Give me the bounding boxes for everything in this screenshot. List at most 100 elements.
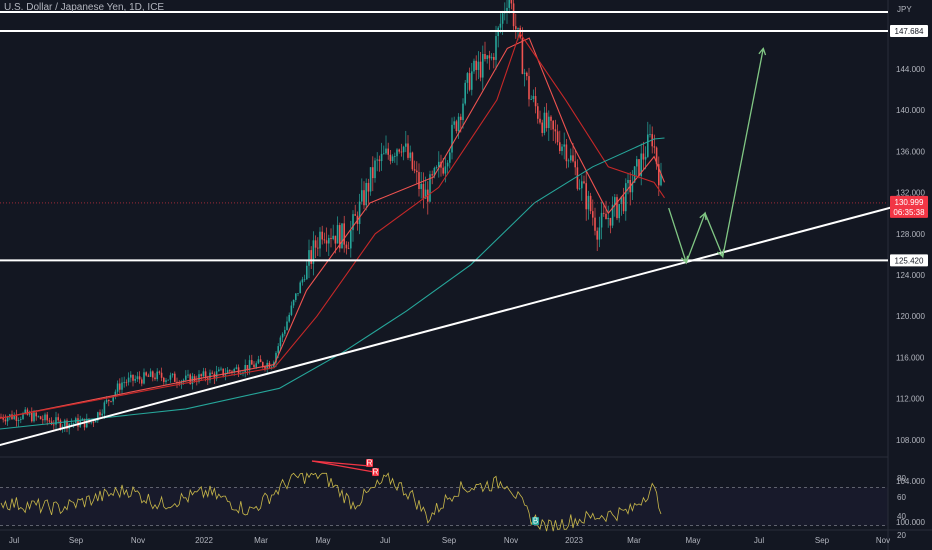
bull-badge[interactable] <box>532 517 539 525</box>
rsi-tick-label: 80 <box>897 474 906 483</box>
candle-body <box>422 183 425 199</box>
candle-body <box>581 181 583 189</box>
candle-body <box>449 152 451 163</box>
candle-body <box>72 423 75 425</box>
candle-body <box>264 366 266 369</box>
candle-body <box>319 231 321 249</box>
candle-body <box>198 374 200 382</box>
candle-body <box>314 240 317 248</box>
candle-body <box>605 213 607 220</box>
candle-body <box>616 197 618 219</box>
candle-body <box>229 370 231 372</box>
candle-body <box>515 26 517 30</box>
support-tag <box>890 254 928 267</box>
candle-body <box>26 409 29 415</box>
candle-body <box>400 151 403 153</box>
rsi-tick-label: 40 <box>897 512 906 521</box>
candle-body <box>86 418 88 428</box>
price-tick-label: 108.000 <box>896 436 925 445</box>
candle-body <box>312 240 315 264</box>
last-price-text: 130.999 <box>895 198 924 207</box>
candle-body <box>561 146 563 151</box>
candle-body <box>372 167 374 179</box>
candle-body <box>512 3 515 27</box>
time-label: Sep <box>815 536 830 545</box>
candle-body <box>35 412 37 417</box>
price-tick-label: 124.000 <box>896 271 925 280</box>
candle-body <box>378 159 381 162</box>
candle-body <box>270 366 273 368</box>
candle-body <box>17 419 20 421</box>
candle-body <box>528 76 530 100</box>
candle-body <box>303 279 306 281</box>
resistance-tag-text: 147.684 <box>895 27 924 36</box>
candle-body <box>251 360 253 365</box>
candle-body <box>416 170 418 173</box>
candle-body <box>24 409 26 414</box>
divergence-label: R <box>373 468 379 477</box>
candle-body <box>442 167 444 174</box>
divergence-badge[interactable] <box>372 468 379 476</box>
candle-body <box>653 146 656 148</box>
candle-body <box>559 142 561 151</box>
candle-body <box>292 299 295 306</box>
trendline[interactable] <box>0 196 929 450</box>
candle-body <box>574 161 576 168</box>
candle-body <box>537 106 539 119</box>
candle-body <box>39 416 42 420</box>
candle-body <box>385 148 387 154</box>
candle-body <box>600 212 603 228</box>
divergence-line-price[interactable] <box>311 460 371 467</box>
candle-body <box>347 248 350 250</box>
candle-body <box>644 156 647 160</box>
candle-body <box>130 374 132 378</box>
candle-body <box>275 352 277 363</box>
candle-body <box>587 195 590 210</box>
candle-body <box>200 374 202 377</box>
candle-body <box>57 417 59 421</box>
candle-body <box>182 379 185 382</box>
candle-body <box>633 166 636 183</box>
resistance-tag <box>890 25 928 38</box>
candle-body <box>418 172 420 189</box>
candle-body <box>625 183 627 212</box>
candle-body <box>306 265 308 280</box>
time-label: 2023 <box>565 536 583 545</box>
last-price-tag <box>890 195 928 218</box>
candle-body <box>288 314 290 322</box>
time-label: Mar <box>627 536 641 545</box>
candle-body <box>451 124 453 153</box>
candle-body <box>299 282 301 294</box>
candle-body <box>218 369 220 372</box>
candle-body <box>556 131 559 143</box>
candle-body <box>222 368 224 376</box>
candle-body <box>490 56 493 59</box>
candle-body <box>169 375 172 380</box>
candle-body <box>103 402 106 414</box>
candle-body <box>455 121 458 132</box>
candle-body <box>570 155 572 161</box>
time-label: May <box>315 536 330 545</box>
candle-body <box>325 240 328 244</box>
price-tick-label: 128.000 <box>896 230 925 239</box>
candle-body <box>462 103 464 121</box>
candle-body <box>499 23 502 28</box>
divergence-line-rsi[interactable] <box>311 460 375 473</box>
candle-body <box>235 367 238 369</box>
candle-body <box>284 330 286 334</box>
candle-body <box>152 371 154 378</box>
candle-body <box>253 364 255 368</box>
divergence-badge[interactable] <box>366 459 373 467</box>
price-tick-label: 140.000 <box>896 106 925 115</box>
candle-body <box>136 376 139 380</box>
candle-body <box>112 396 114 402</box>
price-tick-label: 136.000 <box>896 147 925 156</box>
candle-body <box>484 53 486 60</box>
rsi-tick-label: 60 <box>897 493 906 502</box>
candle-body <box>295 293 297 300</box>
candle-body <box>622 196 625 212</box>
candle-body <box>607 217 609 220</box>
candle-body <box>343 223 345 245</box>
